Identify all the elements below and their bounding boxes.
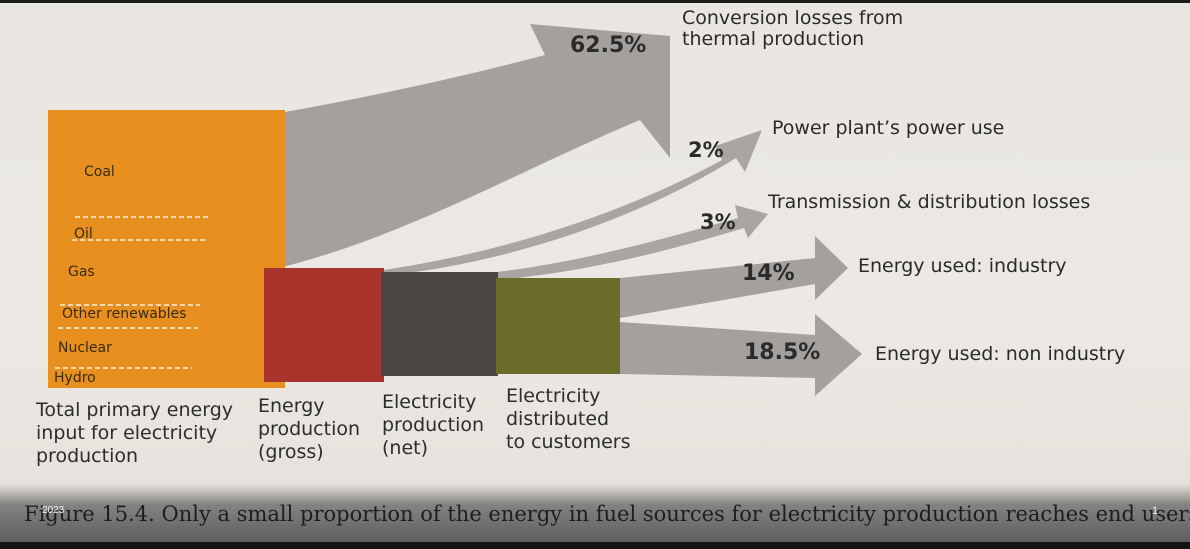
flow-transmission-losses: [497, 205, 768, 280]
flow-non-industry: [620, 314, 862, 396]
output-label-industry: Energy used: industry: [858, 255, 1067, 277]
stage-label-electricity-net: Electricity production (net): [382, 391, 485, 459]
percent-non-industry: 18.5%: [744, 340, 821, 365]
percent-industry: 14%: [742, 261, 795, 286]
percent-transmission-losses: 3%: [700, 210, 736, 234]
stage-label-primary-energy: Total primary energy input for electrici…: [36, 399, 234, 467]
electricity-distributed-block: [496, 278, 620, 374]
flow-conversion-losses: [270, 24, 670, 270]
page-indicator[interactable]: 1: [1152, 505, 1159, 517]
output-label-conversion-losses: Conversion losses from thermal productio…: [682, 7, 904, 50]
flow-industry: [620, 236, 848, 318]
year-stamp: 2023: [42, 505, 65, 516]
fuel-label-gas: Gas: [68, 264, 95, 280]
fuel-label-oil: Oil: [74, 226, 93, 242]
bottom-border: [0, 542, 1190, 549]
stage-label-electricity-distributed: Electricity distributed to customers: [506, 385, 631, 453]
top-border: [0, 0, 1190, 3]
percent-power-plant-use: 2%: [688, 138, 724, 162]
primary-energy-block: [48, 110, 285, 388]
flow-power-plant-use: [383, 130, 762, 276]
caption-overlay-bar: [0, 484, 1190, 542]
output-label-non-industry: Energy used: non industry: [875, 343, 1126, 365]
energy-gross-block: [264, 268, 384, 382]
output-label-transmission-losses: Transmission & distribution losses: [768, 191, 1091, 213]
fuel-label-nuclear: Nuclear: [58, 340, 112, 356]
output-label-power-plant-use: Power plant’s power use: [772, 117, 1005, 139]
figure-caption: Figure 15.4. Only a small proportion of …: [24, 502, 1190, 526]
stage-label-energy-gross: Energy production (gross): [258, 395, 361, 463]
fuel-label-coal: Coal: [84, 164, 115, 180]
percent-conversion-losses: 62.5%: [570, 33, 647, 58]
electricity-net-block: [381, 272, 498, 376]
fuel-label-other-renewables: Other renewables: [62, 306, 187, 322]
fuel-label-hydro: Hydro: [54, 370, 96, 386]
